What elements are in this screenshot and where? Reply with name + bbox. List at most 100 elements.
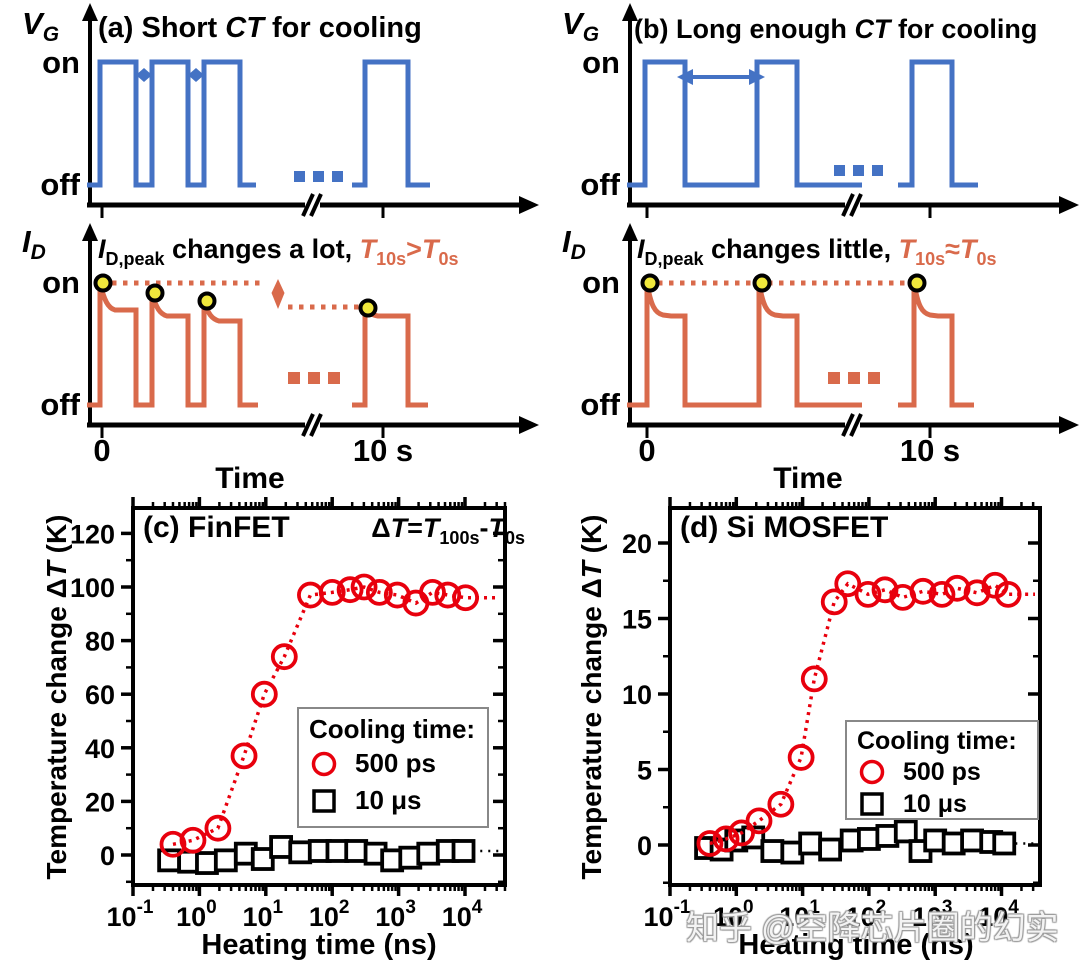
data-point-circle xyxy=(270,643,298,671)
data-point-square xyxy=(451,839,476,863)
data-point-square xyxy=(344,839,369,863)
panel-b-id-headline: ID,peak changes little, T10s≈T0s xyxy=(637,234,997,269)
vg-x-axis-arrow xyxy=(1059,196,1079,214)
vg-axis-break-slash-2 xyxy=(309,193,323,217)
y-tick-label: 5 xyxy=(637,756,652,786)
id-on-label: on xyxy=(582,265,620,300)
panel-b-title: (b) Long enough CT for cooling xyxy=(634,14,1038,44)
data-point-circle xyxy=(230,742,258,770)
vg-axis-break-slash-1 xyxy=(301,193,315,217)
legend-item-500ps: 500 ps xyxy=(847,756,1037,788)
legend-item-10us: 10 μs xyxy=(299,782,487,819)
vg-waveform-path xyxy=(87,59,430,188)
y-tick-label: 40 xyxy=(85,734,115,764)
short-cooling-gap-arrow-1 xyxy=(136,68,152,82)
long-cooling-arrowhead-left xyxy=(677,69,693,85)
vg-ellipsis-dots xyxy=(834,165,883,176)
data-point-square xyxy=(992,831,1017,856)
y-tick-label: 0 xyxy=(637,831,652,861)
chart-c-legend: Cooling time: 500 ps 10 μs xyxy=(297,707,489,828)
legend-item-10us: 10 μs xyxy=(847,788,1037,820)
chart-c-delta-t-formula: ΔT=T100s-T0s xyxy=(371,513,525,548)
legend-circle-marker-icon xyxy=(311,751,337,776)
data-point-square xyxy=(798,831,823,856)
vg-ellipsis-dots xyxy=(294,171,343,182)
legend-item-500ps: 500 ps xyxy=(299,745,487,782)
vg-off-label: off xyxy=(40,167,80,202)
chart-c-svg: 10-1 100 101 102 103 104 0 20 40 60 80 100 120 xyxy=(70,497,507,932)
data-point-circle xyxy=(834,570,862,598)
panel-d: 10-1 100 101 102 103 104 0 5 10 15 20 Temperature … xyxy=(540,495,1080,969)
data-point-circle xyxy=(179,826,207,854)
time-tick-0-label: 0 xyxy=(93,433,111,468)
legend-square-marker-icon xyxy=(312,788,336,813)
chart-d-x-axis-title: Heating time (ns) xyxy=(738,929,974,961)
panel-a-title: (a) Short CT for cooling xyxy=(98,12,422,44)
id-ellipsis-dots xyxy=(828,372,880,384)
data-point-circle xyxy=(204,814,232,842)
x-tick-label: 103 xyxy=(375,897,416,932)
panel-a-id-headline: ID,peak changes a lot, T10s>T0s xyxy=(98,234,459,269)
y-tick-label: 20 xyxy=(622,529,652,559)
short-cooling-gap-arrow-2 xyxy=(188,68,204,82)
id-axis-label: ID xyxy=(562,224,586,264)
chart-d-y-axis-title: Temperature change ΔT (K) xyxy=(576,514,607,880)
data-point-square xyxy=(416,841,441,866)
data-point-circle xyxy=(250,680,278,708)
x-tick-label: 100 xyxy=(176,897,217,932)
data-point-circle xyxy=(712,825,740,853)
id-peak-markers xyxy=(93,273,378,318)
id-off-label: off xyxy=(580,387,620,422)
data-point-square xyxy=(288,840,313,865)
id-axis-break-slash-1 xyxy=(301,413,315,437)
panel-a-diagram-svg xyxy=(82,3,539,438)
series-line-500ps xyxy=(709,581,1035,846)
data-point-circle xyxy=(159,830,187,858)
x-tick-label: 10-1 xyxy=(107,897,154,932)
x-tick-label: 101 xyxy=(242,897,283,932)
data-point-circle xyxy=(297,581,324,609)
x-tick-label: 104 xyxy=(978,897,1019,932)
data-point-square xyxy=(250,847,275,871)
data-point-square xyxy=(213,848,238,873)
plot-frame xyxy=(131,506,507,887)
vg-axis-label: VG xyxy=(22,6,60,46)
x-tick-label: 102 xyxy=(309,897,350,932)
data-point-circle xyxy=(350,573,378,601)
y-tick-label: 10 xyxy=(622,680,652,710)
legend-circle-marker-icon xyxy=(859,759,885,785)
vg-x-axis-arrow xyxy=(519,196,539,214)
data-point-circle xyxy=(928,580,956,608)
x-tick-label: 101 xyxy=(779,897,820,932)
id-axis-break-slash-2 xyxy=(849,413,863,437)
legend-title: Cooling time: xyxy=(309,714,476,744)
data-point-circle xyxy=(943,574,971,602)
data-point-circle xyxy=(994,580,1022,608)
vg-on-label: on xyxy=(582,45,620,80)
data-point-square xyxy=(818,837,843,862)
y-tick-label: 100 xyxy=(70,573,115,603)
chart-c-y-axis-title: Temperature change ΔT (K) xyxy=(41,514,72,880)
vg-on-label: on xyxy=(42,45,80,80)
panel-c: 10-1 100 101 102 103 104 0 20 40 60 80 100 120 Tempe… xyxy=(0,495,540,969)
peak-drop-arrow xyxy=(271,279,285,309)
x-tick-label: 10-1 xyxy=(644,897,691,932)
vg-axis-break-slash-2 xyxy=(849,193,863,217)
vg-y-axis-arrow xyxy=(622,3,638,21)
x-tick-label: 100 xyxy=(713,897,754,932)
vg-axis-break-slash-1 xyxy=(841,193,855,217)
time-tick-0-label: 0 xyxy=(638,433,656,468)
vg-y-axis-arrow xyxy=(82,3,98,21)
id-y-axis-arrow xyxy=(622,223,638,241)
y-tick-label: 120 xyxy=(70,519,115,549)
data-point-circle xyxy=(820,588,848,616)
data-point-circle xyxy=(434,581,462,609)
chart-d-title: (d) Si MOSFET xyxy=(680,511,889,544)
data-point-circle xyxy=(728,819,755,847)
chart-d-legend: Cooling time: 500 ps 10 μs xyxy=(845,720,1039,820)
panel-b-diagram-svg xyxy=(622,3,1079,438)
panel-b: VG on off (b) Long enough CT for cooling… xyxy=(540,0,1080,495)
data-point-circle xyxy=(318,578,346,606)
data-point-circle xyxy=(365,578,393,606)
id-y-axis-arrow xyxy=(82,223,98,241)
